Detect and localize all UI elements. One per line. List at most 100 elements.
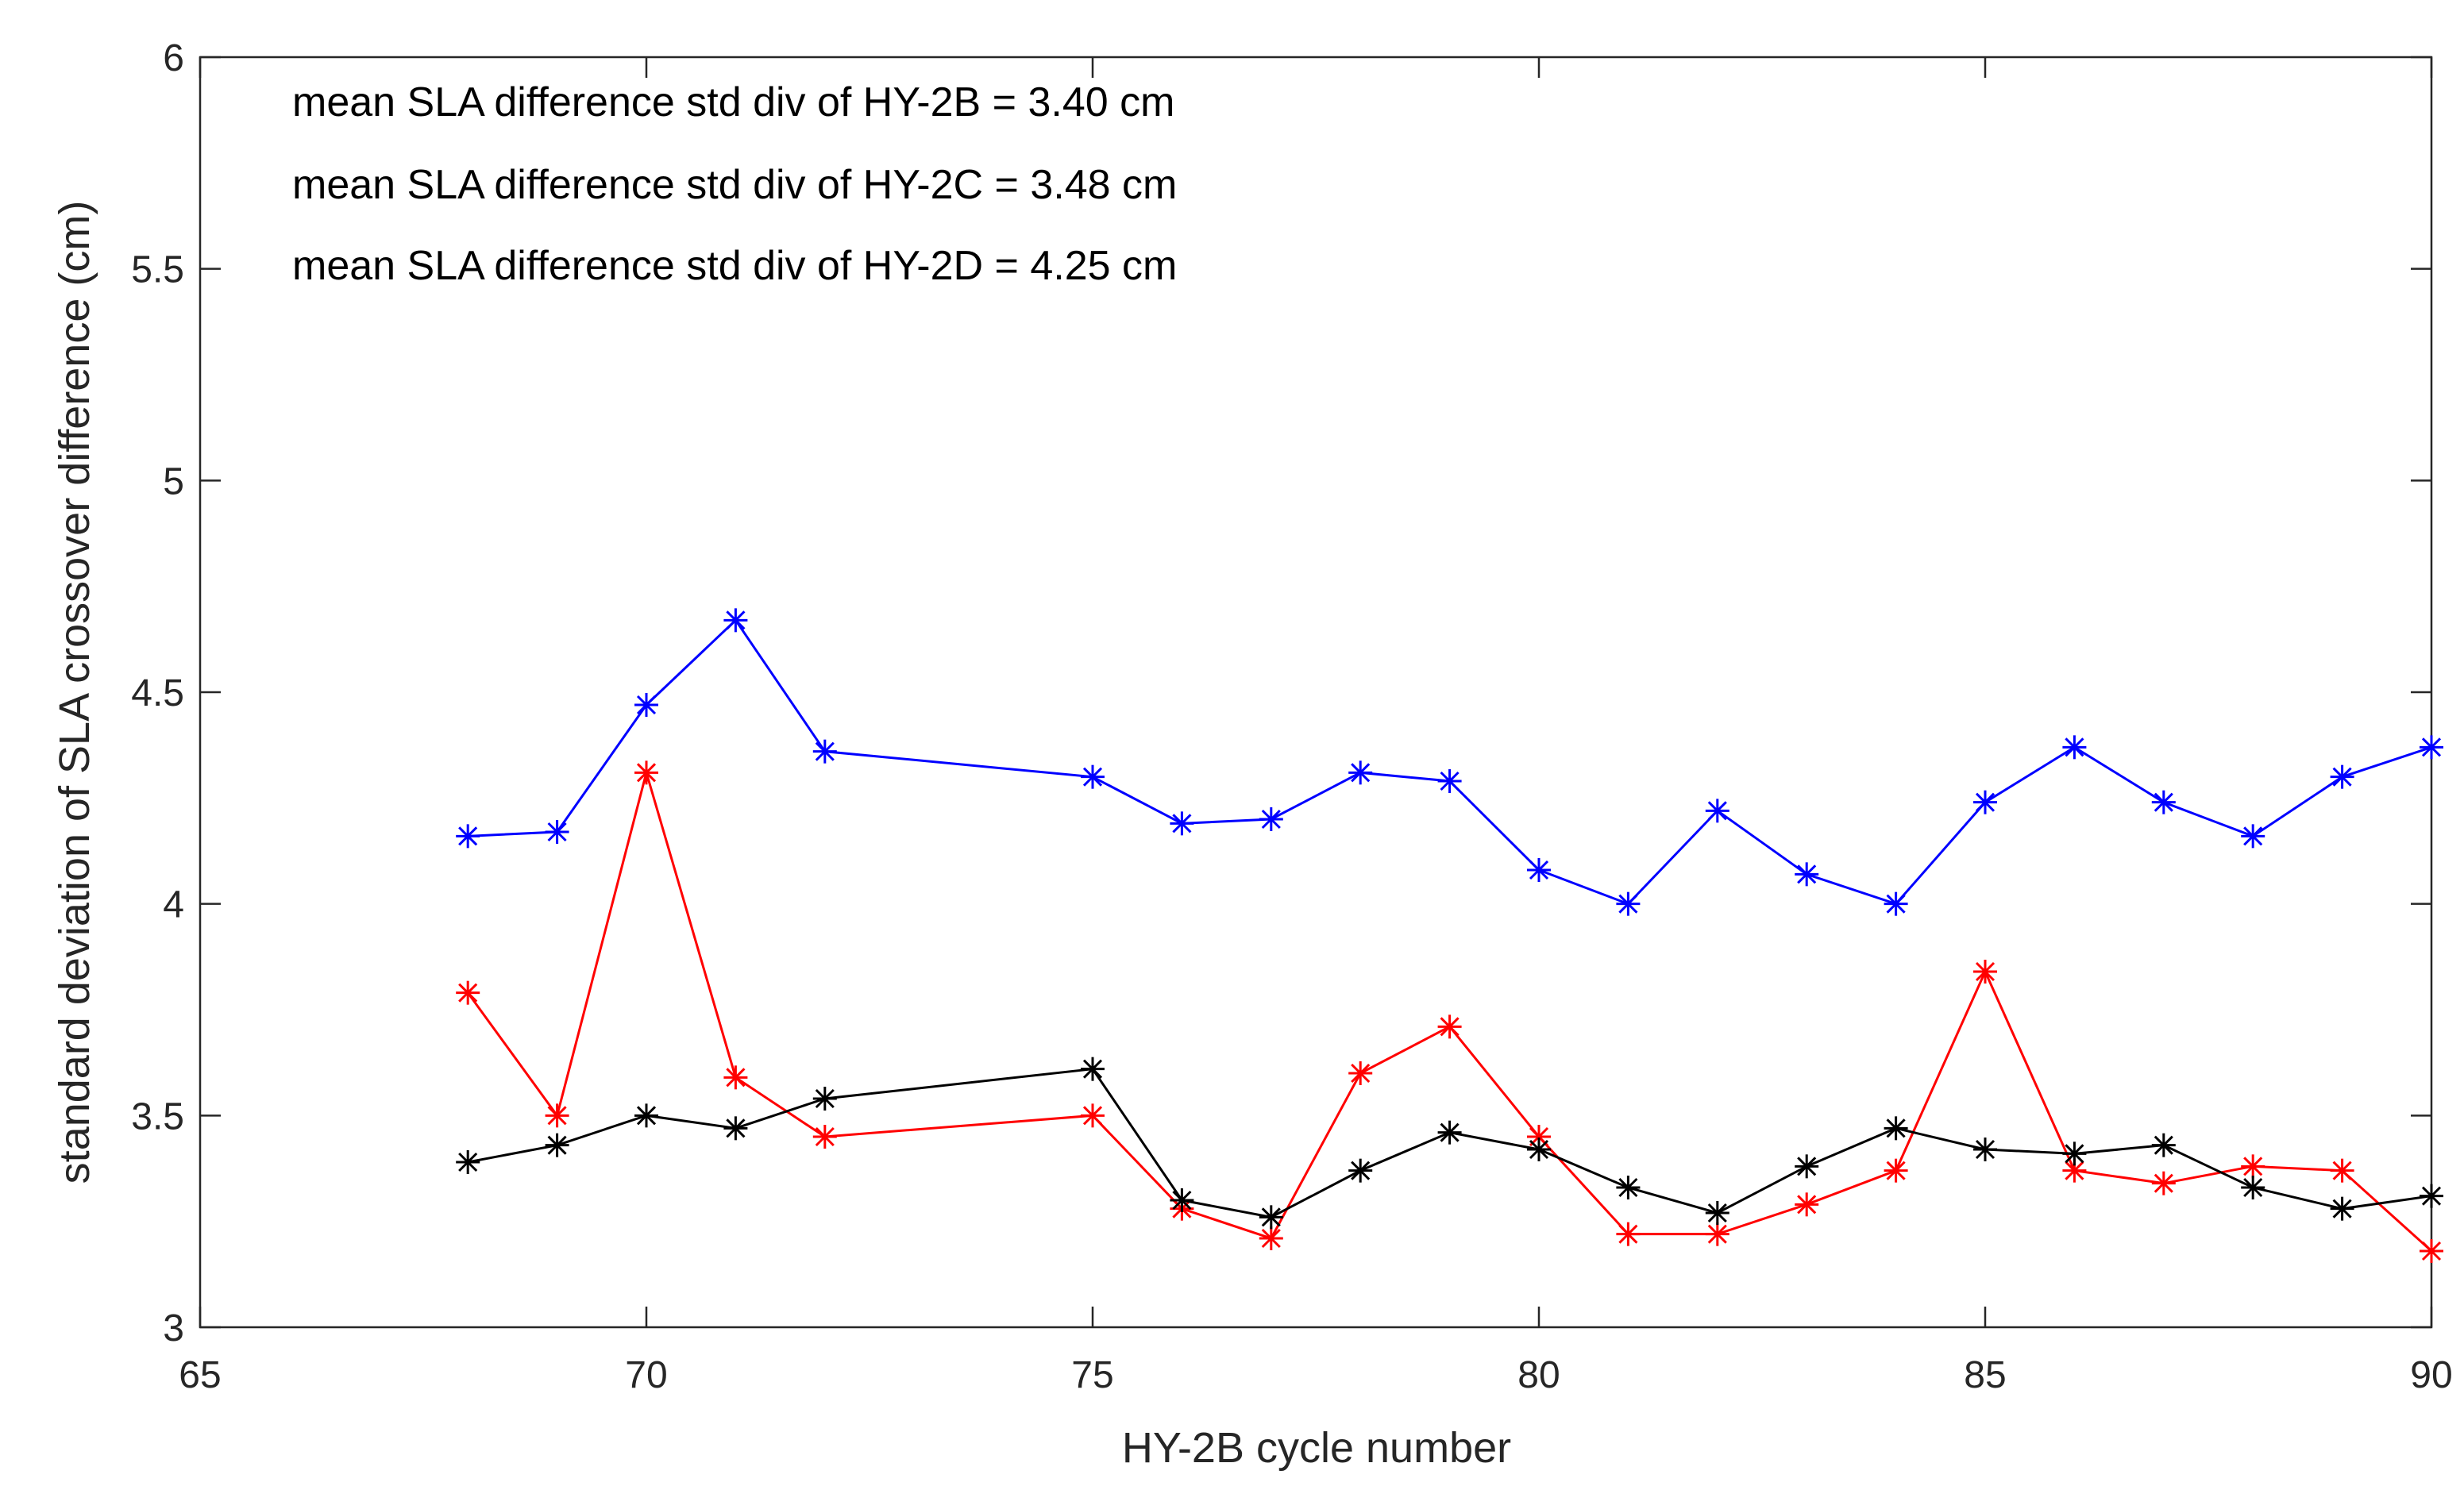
x-axis-label: HY-2B cycle number xyxy=(1122,1424,1511,1472)
x-tick-label: 90 xyxy=(2410,1354,2452,1396)
data-point-black xyxy=(634,1103,658,1128)
data-point-red xyxy=(2241,1154,2265,1179)
series-line-blue xyxy=(468,618,2432,906)
marker-stroke xyxy=(1261,809,1281,830)
y-tick-label: 5.5 xyxy=(131,249,184,291)
data-point-blue xyxy=(2062,735,2087,760)
axis-ticks: 65 70 75 80 85 90 3 3.5 4 4.5 5 5.5 6 xyxy=(131,37,2452,1396)
data-point-black xyxy=(2241,1176,2265,1199)
annotations: mean SLA difference std div of HY-2B = 3… xyxy=(292,79,1177,289)
marker-stroke xyxy=(1707,801,1727,821)
data-point-blue xyxy=(1616,891,1641,916)
marker-stroke xyxy=(1172,1190,1192,1211)
y-tick-label: 6 xyxy=(163,37,184,79)
marker-stroke xyxy=(1261,1228,1281,1249)
data-point-blue xyxy=(1973,790,1997,814)
marker-stroke xyxy=(1975,792,1995,812)
data-point-black xyxy=(1795,1154,1819,1179)
series-layer xyxy=(456,608,2443,1263)
data-point-black xyxy=(2420,1184,2443,1208)
data-point-red xyxy=(812,1125,837,1149)
data-point-black xyxy=(2330,1196,2354,1221)
data-point-red xyxy=(545,1103,569,1128)
y-tick-label: 4.5 xyxy=(131,672,184,714)
data-point-blue xyxy=(1170,811,1194,836)
marker-stroke xyxy=(2154,1173,2173,1193)
marker-stroke xyxy=(1082,1106,1103,1126)
marker-stroke xyxy=(636,763,657,783)
marker-stroke xyxy=(1351,1161,1371,1180)
marker-stroke xyxy=(1707,1224,1727,1244)
x-tick-label: 65 xyxy=(179,1354,221,1396)
data-point-blue xyxy=(2241,824,2265,849)
data-point-black xyxy=(456,1150,480,1174)
data-point-blue xyxy=(2330,764,2354,789)
annotation-hy2b: mean SLA difference std div of HY-2B = 3… xyxy=(292,79,1174,125)
marker-stroke xyxy=(2154,1135,2173,1155)
marker-stroke xyxy=(1351,1063,1371,1084)
marker-stroke xyxy=(1351,763,1371,783)
marker-stroke xyxy=(2243,1177,2263,1198)
data-point-black xyxy=(2062,1141,2087,1166)
data-point-red xyxy=(634,760,658,785)
marker-stroke xyxy=(2332,1161,2352,1180)
data-point-red xyxy=(1437,1014,1462,1039)
data-point-red xyxy=(723,1065,748,1090)
marker-stroke xyxy=(636,1106,657,1126)
marker-stroke xyxy=(1797,1195,1817,1215)
marker-stroke xyxy=(2243,826,2263,846)
marker-stroke xyxy=(726,1068,746,1088)
data-point-blue xyxy=(545,820,569,844)
data-point-blue xyxy=(1705,799,1729,823)
data-point-black xyxy=(2151,1133,2176,1157)
data-point-blue xyxy=(1437,769,1462,793)
marker-stroke xyxy=(547,1106,567,1126)
data-point-blue xyxy=(1081,764,1105,789)
data-point-black xyxy=(1081,1057,1105,1081)
marker-stroke xyxy=(1172,814,1192,833)
marker-stroke xyxy=(1529,1139,1549,1160)
data-point-blue xyxy=(812,739,837,764)
marker-stroke xyxy=(2243,1157,2263,1176)
x-tick-label: 75 xyxy=(1071,1354,1113,1396)
data-point-black xyxy=(1884,1116,1908,1141)
marker-stroke xyxy=(1797,864,1817,884)
marker-stroke xyxy=(726,1118,746,1138)
marker-stroke xyxy=(726,610,746,630)
data-point-red xyxy=(1973,960,1997,984)
data-point-blue xyxy=(1527,858,1551,882)
marker-stroke xyxy=(1529,860,1549,880)
marker-stroke xyxy=(1440,1017,1460,1037)
marker-stroke xyxy=(636,695,657,715)
marker-stroke xyxy=(1082,767,1103,787)
data-point-red xyxy=(2330,1158,2354,1183)
marker-stroke xyxy=(1975,961,1995,982)
marker-stroke xyxy=(547,1135,567,1155)
data-point-black xyxy=(1527,1138,1551,1161)
data-point-black xyxy=(1973,1138,1997,1161)
data-point-blue xyxy=(634,693,658,717)
marker-stroke xyxy=(1886,1118,1906,1138)
data-point-black xyxy=(1348,1158,1373,1183)
x-tick-label: 70 xyxy=(625,1354,667,1396)
marker-stroke xyxy=(2154,792,2173,812)
marker-stroke xyxy=(458,1152,478,1172)
marker-stroke xyxy=(1082,1059,1103,1079)
data-point-blue xyxy=(2151,790,2176,814)
marker-stroke xyxy=(2421,737,2442,757)
data-point-red xyxy=(456,980,480,1005)
data-point-red xyxy=(1795,1192,1819,1217)
y-tick-label: 3 xyxy=(163,1307,184,1349)
marker-stroke xyxy=(458,826,478,846)
data-point-black xyxy=(1437,1120,1462,1145)
marker-stroke xyxy=(2421,1241,2442,1261)
marker-stroke xyxy=(2332,1199,2352,1218)
data-point-blue xyxy=(1884,891,1908,916)
annotation-hy2c: mean SLA difference std div of HY-2C = 3… xyxy=(292,162,1177,208)
data-point-black xyxy=(1170,1188,1194,1212)
data-point-black xyxy=(1616,1176,1641,1199)
data-point-blue xyxy=(723,608,748,633)
data-point-red xyxy=(1884,1158,1908,1183)
marker-stroke xyxy=(815,1126,835,1147)
